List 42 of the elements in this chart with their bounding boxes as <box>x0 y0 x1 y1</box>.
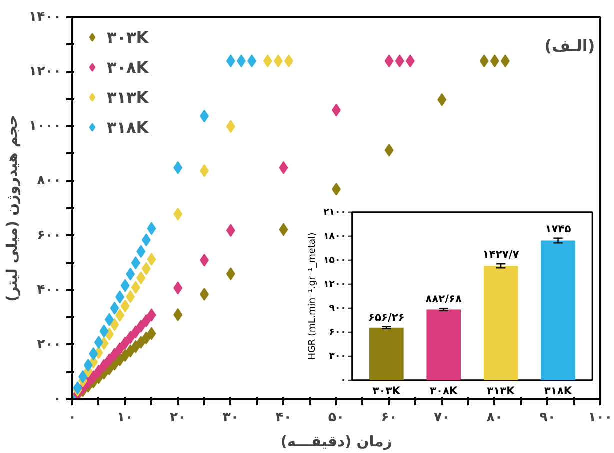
legend-label: ۳۱۸K <box>107 118 149 136</box>
y-tick-label: ۱۸۰۰ <box>324 230 346 242</box>
x-axis-title: زمان (دقیقـــه) <box>280 434 392 450</box>
x-tick-label: ۳۰۳K <box>372 384 402 398</box>
legend-label: ۳۱۳K <box>107 88 149 106</box>
x-tick-label: ۷۰ <box>434 410 450 426</box>
y-tick-label: ۱۵۰۰ <box>324 254 346 266</box>
x-tick-label: ۱۰ <box>117 410 134 426</box>
x-tick-label: ۳۰۸K <box>430 384 458 398</box>
x-tick-label: ۶۰ <box>381 410 398 426</box>
y-axis-title: حجم هیدروژن (میلی لیتر) <box>4 115 21 302</box>
x-tick-label: ۳۱۳K <box>487 384 516 398</box>
y-tick-label: ۱۲۰۰ <box>28 64 62 80</box>
x-tick-label: ۲۰ <box>170 410 186 426</box>
y-tick-label: ۱۲۰۰ <box>324 278 346 290</box>
legend-label: ۳۰۳K <box>107 28 149 46</box>
x-tick-label: ۵۰ <box>328 410 345 426</box>
y-tick-label: ۲۰۰ <box>37 337 62 352</box>
x-tick-label: ۳۰ <box>222 410 240 426</box>
y-tick-label: ۱۰۰۰ <box>28 119 62 134</box>
x-tick-label: ۰ <box>68 410 77 426</box>
y-tick-label: ۱۴۰۰ <box>28 10 62 25</box>
data-label: ۱۴۲۷/۷ <box>482 248 520 262</box>
y-axis-title: HGR (mL.min⁻¹.gr⁻¹_metal) <box>306 232 318 360</box>
y-tick-label: ۹۰۰ <box>329 302 346 314</box>
y-tick-label: ۶۰۰ <box>329 326 346 338</box>
y-tick-label: ۴۰۰ <box>37 282 62 298</box>
legend-label: ۳۰۸K <box>107 58 149 76</box>
y-tick-label: ۰ <box>340 374 346 386</box>
x-tick-label: ۸۰ <box>486 410 504 426</box>
data-label: ۸۸۲/۶۸ <box>426 292 463 306</box>
x-tick-label: ۱۰۰ <box>588 410 613 426</box>
y-tick-label: ۶۰۰ <box>37 228 62 244</box>
y-tick-label: ۳۰۰ <box>329 350 346 362</box>
data-label: ۶۵۶/۲۶ <box>368 310 405 324</box>
x-tick-label: ۳۱۸K <box>544 384 573 398</box>
data-label: ۱۷۴۵ <box>545 222 572 236</box>
x-tick-label: ۹۰ <box>540 410 556 426</box>
y-tick-label: ۸۰۰ <box>37 174 62 189</box>
x-tick-label: ۴۰ <box>276 410 292 426</box>
y-tick-label: ۲۱۰۰ <box>324 206 346 218</box>
annotation: (الـف) <box>544 36 596 56</box>
